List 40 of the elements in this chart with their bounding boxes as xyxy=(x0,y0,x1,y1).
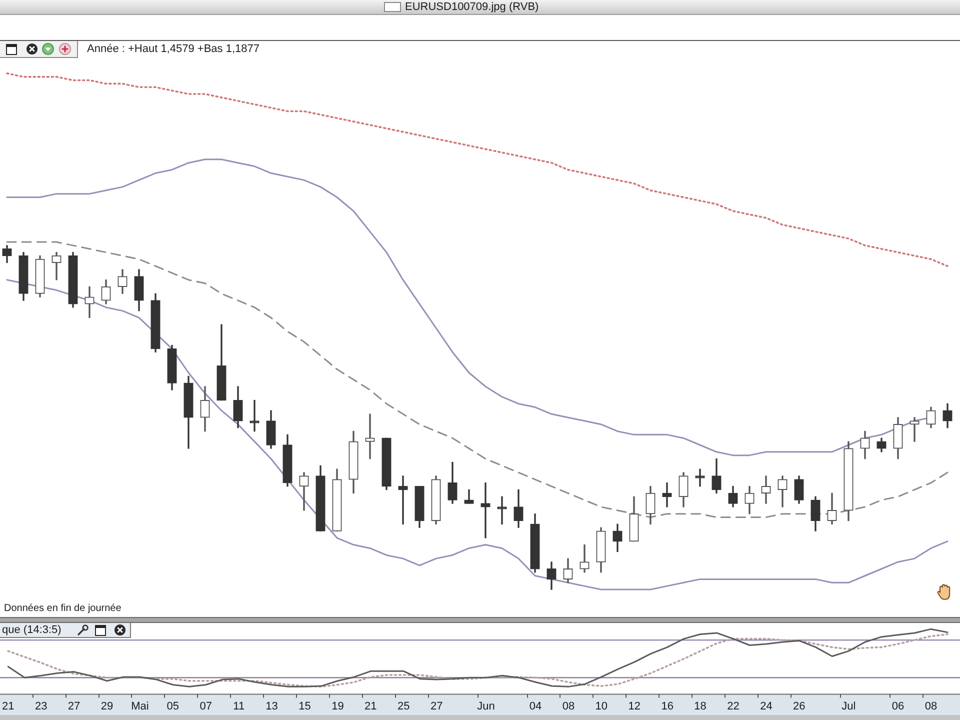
x-tick-label: 15 xyxy=(298,700,311,712)
candlestick xyxy=(398,476,408,524)
x-tick-label: 22 xyxy=(727,700,740,712)
x-tick-label: 13 xyxy=(266,700,278,712)
candlestick xyxy=(662,482,672,508)
x-tick-label: 06 xyxy=(892,700,904,712)
x-tick-label: 23 xyxy=(34,700,48,712)
x-tick-label: 19 xyxy=(332,700,344,712)
candlestick xyxy=(84,286,94,318)
x-tick-label: 26 xyxy=(793,700,806,712)
candlestick xyxy=(365,414,375,460)
x-tick-label: 24 xyxy=(760,700,772,712)
chart-title: EURUSD100709.jpg (RVB) xyxy=(405,0,539,14)
text: Données en fin de journée xyxy=(4,603,122,615)
x-tick-label: 08 xyxy=(924,700,938,712)
candlestick xyxy=(761,476,771,504)
x-tick-label: 21 xyxy=(364,700,377,712)
candlestick xyxy=(910,417,920,442)
x-tick-label: 27 xyxy=(430,700,443,712)
x-tick-label: 10 xyxy=(595,700,608,712)
candlestick xyxy=(695,468,705,487)
x-tick-label: 08 xyxy=(562,700,575,712)
x-tick-label: 12 xyxy=(628,700,640,712)
x-tick-label: 18 xyxy=(694,700,706,712)
x-tick-label: 16 xyxy=(661,700,674,712)
x-tick-label: 11 xyxy=(233,700,245,712)
x-tick-label: 29 xyxy=(100,700,114,712)
x-tick-label: Jun xyxy=(477,700,495,712)
candlestick xyxy=(497,496,507,524)
x-tick-label: Jul xyxy=(842,700,856,712)
x-tick-label: 07 xyxy=(200,700,212,712)
candlestick xyxy=(480,482,490,538)
x-tick-label: 04 xyxy=(529,700,542,712)
chart-title: que (14:3:5) xyxy=(2,623,62,637)
x-tick-label: 25 xyxy=(398,700,410,712)
chart-subtitle: Année : +Haut 1,4579 +Bas 1,1877 xyxy=(87,42,260,56)
x-tick-label: 21 xyxy=(2,700,14,712)
x-tick-label: 27 xyxy=(68,700,80,712)
x-tick-label: Mai xyxy=(131,700,149,712)
x-tick-label: 05 xyxy=(166,700,180,712)
